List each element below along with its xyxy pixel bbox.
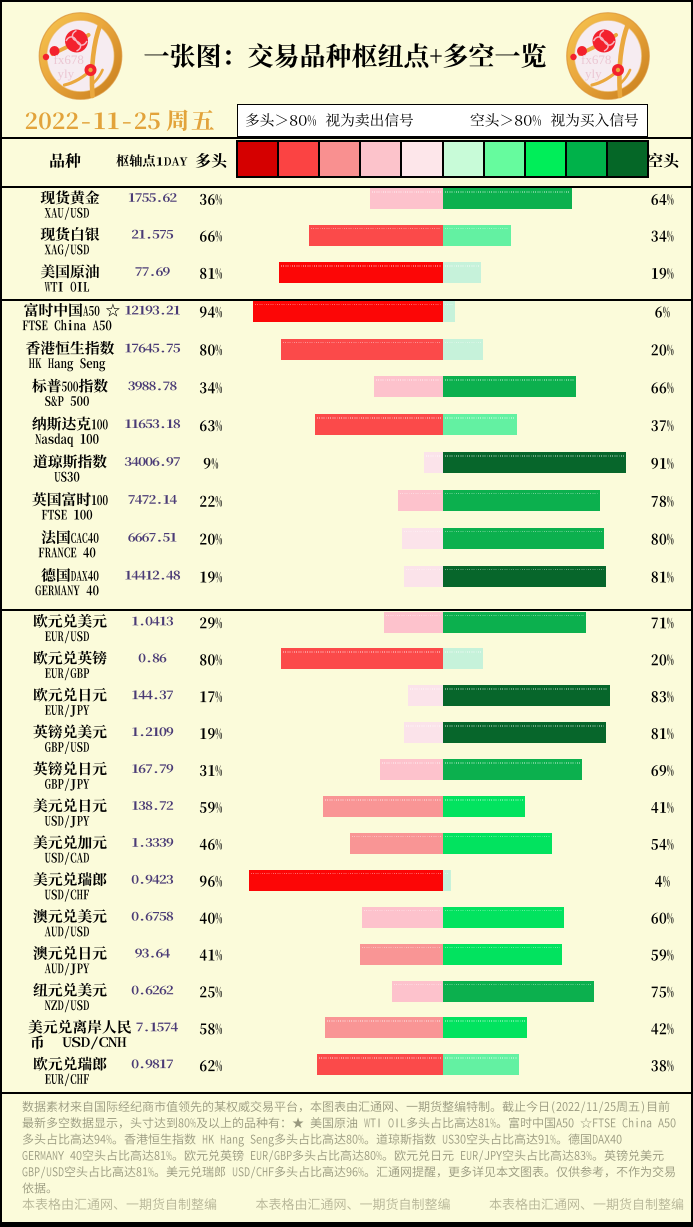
svg-text:fx678: fx678 (54, 52, 84, 67)
svg-text:yly: yly (585, 66, 602, 81)
svg-text:fx678: fx678 (581, 52, 611, 67)
svg-text:yly: yly (58, 66, 75, 81)
